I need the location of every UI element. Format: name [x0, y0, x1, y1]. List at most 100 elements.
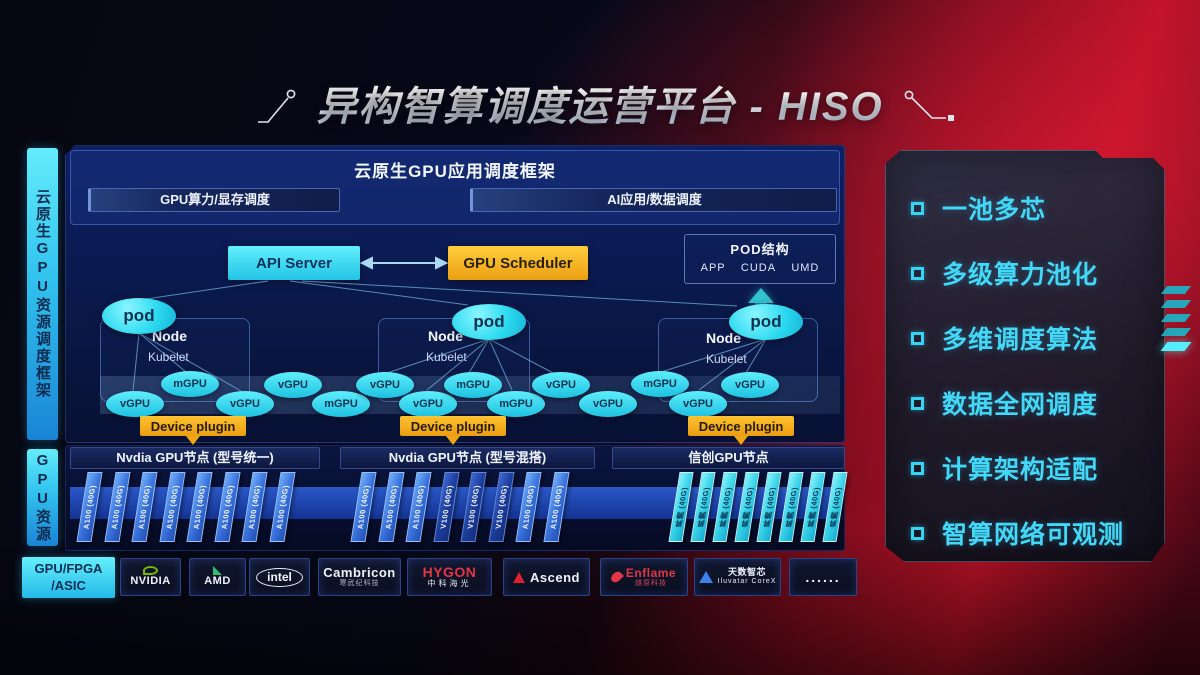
gpu-ellipse: mGPU	[444, 372, 502, 398]
page-title: 异构智算调度运营平台 - HISO	[0, 74, 1200, 132]
gpu-card: A100 (40G)	[186, 472, 213, 542]
vendor-hygon: HYGON 中科海光	[407, 558, 492, 596]
gpu-card: A100 (40G)	[213, 472, 241, 542]
gpu-ellipse: vGPU	[264, 372, 322, 398]
gpu-ellipse: vGPU	[532, 372, 590, 398]
accelerator-type-box: GPU/FPGA /ASIC	[22, 557, 115, 598]
square-bullet-icon	[911, 461, 924, 475]
hazard-stripes-deco	[1160, 286, 1192, 357]
pod-ellipse-2: pod	[452, 304, 526, 340]
gpu-ellipse: mGPU	[161, 371, 219, 397]
more-vendors-label: ......	[805, 569, 841, 585]
sidebar-framework-label: 云原生GPU资源调度框架	[27, 148, 58, 440]
square-bullet-icon	[911, 396, 924, 410]
cambricon-sublabel: 寒武纪科技	[339, 580, 380, 588]
pod-col-umd: UMD	[791, 262, 820, 274]
pod-col-app: APP	[700, 262, 726, 274]
gpu-ellipse: vGPU	[669, 391, 727, 417]
amd-logo-icon	[213, 566, 222, 576]
gpu-card: V100 (40G)	[432, 472, 460, 542]
vendor-cambricon: Cambricon 寒武纪科技	[318, 558, 401, 596]
intel-logo: intel	[256, 567, 303, 587]
vendor-iluvatar: 天数智芯 Iluvatar CoreX	[694, 558, 781, 596]
pod-col-cuda: CUDA	[740, 262, 777, 274]
enflame-logo-icon	[608, 569, 624, 585]
vendor-more: ......	[789, 558, 857, 596]
gpu-card-row-2: A100 (40G) A100 (40G) A100 (40G) V100 (4…	[350, 472, 570, 542]
sidebar-framework-text: 云原生GPU资源调度框架	[34, 189, 51, 399]
vendor-nvidia: NVIDIA	[120, 558, 181, 596]
sidebar-gpu-text: GPU资源	[34, 452, 51, 543]
gpu-ellipse: mGPU	[487, 391, 545, 417]
gpu-card: 昇腾 (40G)	[712, 472, 738, 542]
feature-item: 多维调度算法	[911, 320, 1165, 356]
square-bullet-icon	[911, 331, 924, 345]
gpu-ellipse: vGPU	[216, 391, 274, 417]
api-server-box: API Server	[228, 246, 360, 280]
circuit-deco-left	[258, 89, 296, 123]
feature-item: 数据全网调度	[911, 385, 1165, 421]
gpu-ellipse: vGPU	[356, 372, 414, 398]
gpu-ellipse: vGPU	[106, 391, 164, 417]
gpu-group-header-2: Nvdia GPU节点 (型号混搭)	[340, 447, 595, 469]
gpu-ellipse: vGPU	[399, 391, 457, 417]
feature-item: 一池多芯	[911, 190, 1165, 226]
lane-ai-data: AI应用/数据调度	[470, 188, 837, 212]
gpu-group-header-3: 信创GPU节点	[612, 447, 845, 469]
kubelet-label-3: Kubelet	[706, 352, 747, 366]
gpu-card: A100 (40G)	[405, 472, 432, 542]
gpu-ellipse: vGPU	[721, 372, 779, 398]
iluvatar-sublabel: Iluvatar CoreX	[717, 578, 777, 586]
nvidia-label: NVIDIA	[130, 575, 171, 588]
sidebar-gpu-label: GPU资源	[27, 449, 58, 546]
app-scheduling-header-panel	[70, 150, 840, 225]
gpu-scheduler-box: GPU Scheduler	[448, 246, 588, 280]
accel-line1: GPU/FPGA	[34, 561, 103, 577]
hygon-label: HYGON	[422, 563, 477, 580]
gpu-card: A100 (40G)	[158, 472, 186, 542]
pod-structure-box: POD结构 APP CUDA UMD	[684, 234, 836, 284]
square-bullet-icon	[911, 266, 924, 280]
accel-line2: /ASIC	[51, 577, 86, 593]
enflame-label: Enflame	[625, 565, 677, 580]
hygon-sublabel: 中科海光	[427, 579, 472, 589]
gpu-card: A100 (40G)	[515, 472, 542, 542]
gpu-card: A100 (40G)	[377, 472, 405, 542]
feature-item: 智算网络可观测	[911, 515, 1165, 551]
gpu-card: 昇腾 (40G)	[778, 472, 804, 542]
enflame-sublabel: 燧原科技	[635, 579, 667, 587]
gpu-card: V100 (40G)	[460, 472, 487, 542]
circuit-deco-right	[904, 90, 954, 121]
app-scheduling-title: 云原生GPU应用调度框架	[354, 162, 556, 181]
vendor-amd: AMD	[189, 558, 246, 596]
feature-item: 多级算力池化	[911, 255, 1165, 291]
gpu-card: 昇腾 (40G)	[690, 472, 716, 542]
ascend-label: Ascend	[530, 569, 580, 585]
gpu-card: 昇腾 (40G)	[800, 472, 826, 542]
iluvatar-logo-icon	[698, 571, 713, 583]
kubelet-label-1: Kubelet	[148, 350, 189, 364]
device-plugin-3: Device plugin	[688, 416, 794, 445]
gpu-card: 昇腾 (40G)	[756, 472, 782, 542]
gpu-card: 昇腾 (40G)	[734, 472, 760, 542]
square-bullet-icon	[911, 526, 924, 540]
vendor-enflame: Enflame 燧原科技	[600, 558, 688, 596]
feature-item: 计算架构适配	[911, 450, 1165, 486]
gpu-ellipse: vGPU	[579, 391, 637, 417]
amd-label: AMD	[204, 575, 231, 588]
gpu-card: A100 (40G)	[131, 472, 158, 542]
feature-panel: 一池多芯 多级算力池化 多维调度算法 数据全网调度 计算架构适配 智算网络可观测	[885, 150, 1165, 562]
pod-ellipse-1: pod	[102, 298, 176, 334]
pod-ellipse-3: pod	[729, 304, 803, 340]
device-plugin-2: Device plugin	[400, 416, 506, 445]
vendor-ascend: Ascend	[503, 558, 590, 596]
gpu-ellipse: mGPU	[631, 371, 689, 397]
square-bullet-icon	[911, 201, 924, 215]
cambricon-label: Cambricon	[323, 565, 396, 580]
gpu-group-header-1: Nvdia GPU节点 (型号统一)	[70, 447, 320, 469]
kubelet-label-2: Kubelet	[426, 350, 467, 364]
gpu-card-row-1: A100 (40G) A100 (40G) A100 (40G) A100 (4…	[76, 472, 296, 542]
gpu-card: V100 (40G)	[487, 472, 515, 542]
pod-structure-title: POD结构	[730, 242, 790, 257]
